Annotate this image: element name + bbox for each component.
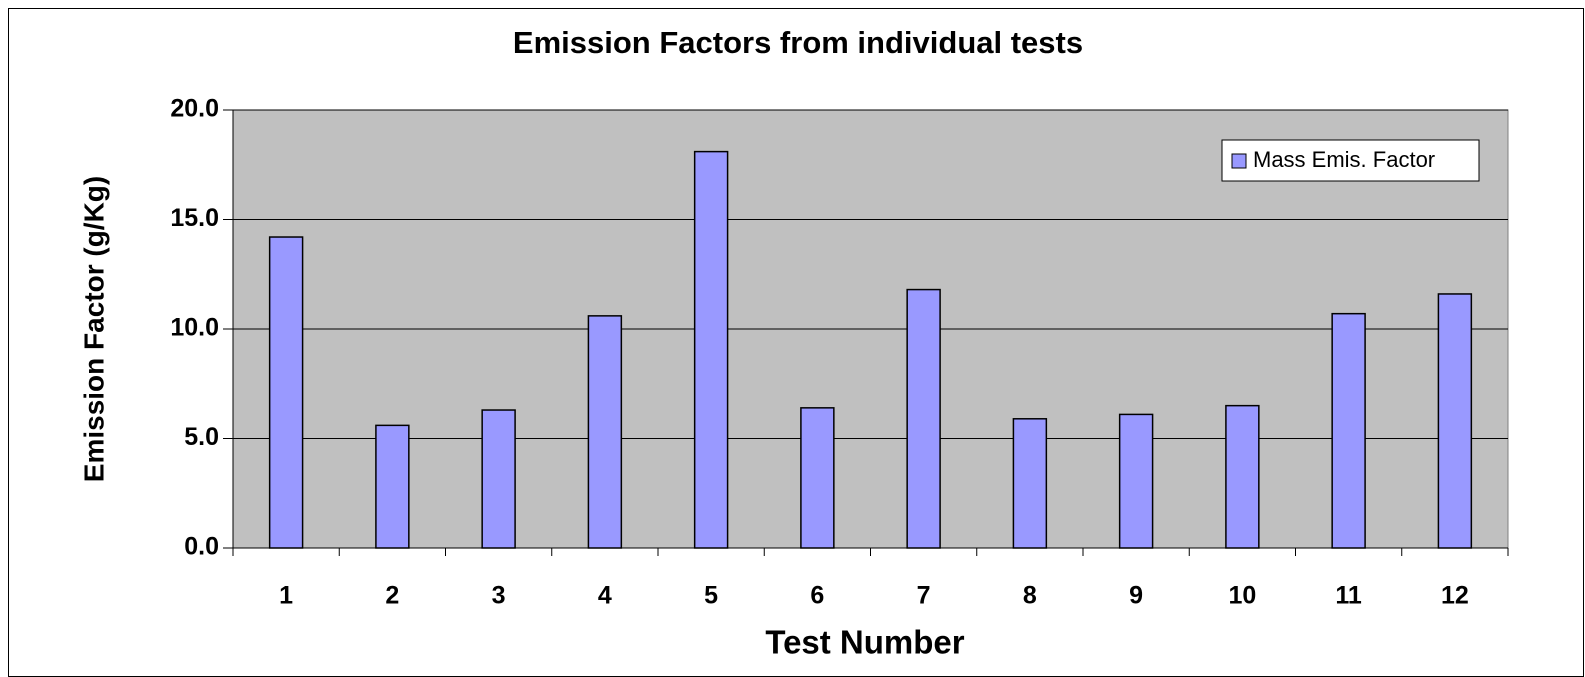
y-tick-label: 20.0 [170, 95, 219, 123]
bar [1012, 418, 1048, 549]
bar [587, 315, 623, 549]
bar [1437, 293, 1473, 549]
legend-label: Mass Emis. Factor [1253, 147, 1435, 172]
bar [1225, 404, 1260, 549]
x-tick-label: 4 [598, 582, 612, 610]
y-tick-label: 5.0 [184, 423, 219, 451]
y-tick-label: 0.0 [184, 533, 219, 561]
bar [268, 236, 304, 549]
x-tick-label: 12 [1441, 582, 1469, 610]
x-tick-label: 2 [385, 582, 399, 610]
legend-swatch [1231, 153, 1247, 169]
x-tick-label: 11 [1335, 582, 1362, 610]
x-tick-label: 6 [810, 582, 824, 610]
y-tick-label: 10.0 [170, 314, 219, 342]
x-tick-label: 3 [492, 582, 506, 610]
legend-box [1221, 139, 1480, 182]
bar [1331, 312, 1366, 549]
y-tick-label: 15.0 [170, 204, 219, 232]
bar [1118, 413, 1154, 549]
bar [693, 150, 729, 549]
x-tick-label: 5 [704, 582, 718, 610]
x-tick-label: 8 [1023, 582, 1037, 610]
x-tick-label: 7 [917, 582, 931, 610]
chart-title: Emission Factors from individual tests [513, 25, 1083, 60]
bar [481, 409, 516, 549]
bar [800, 407, 835, 549]
x-tick-label: 10 [1228, 582, 1256, 610]
bar [906, 288, 941, 549]
x-axis-label: Test Number [765, 624, 964, 661]
bar [375, 424, 410, 549]
y-axis-label: Emission Factor (g/Kg) [78, 176, 109, 482]
x-tick-label: 9 [1129, 582, 1143, 610]
x-tick-label: 1 [279, 582, 293, 610]
